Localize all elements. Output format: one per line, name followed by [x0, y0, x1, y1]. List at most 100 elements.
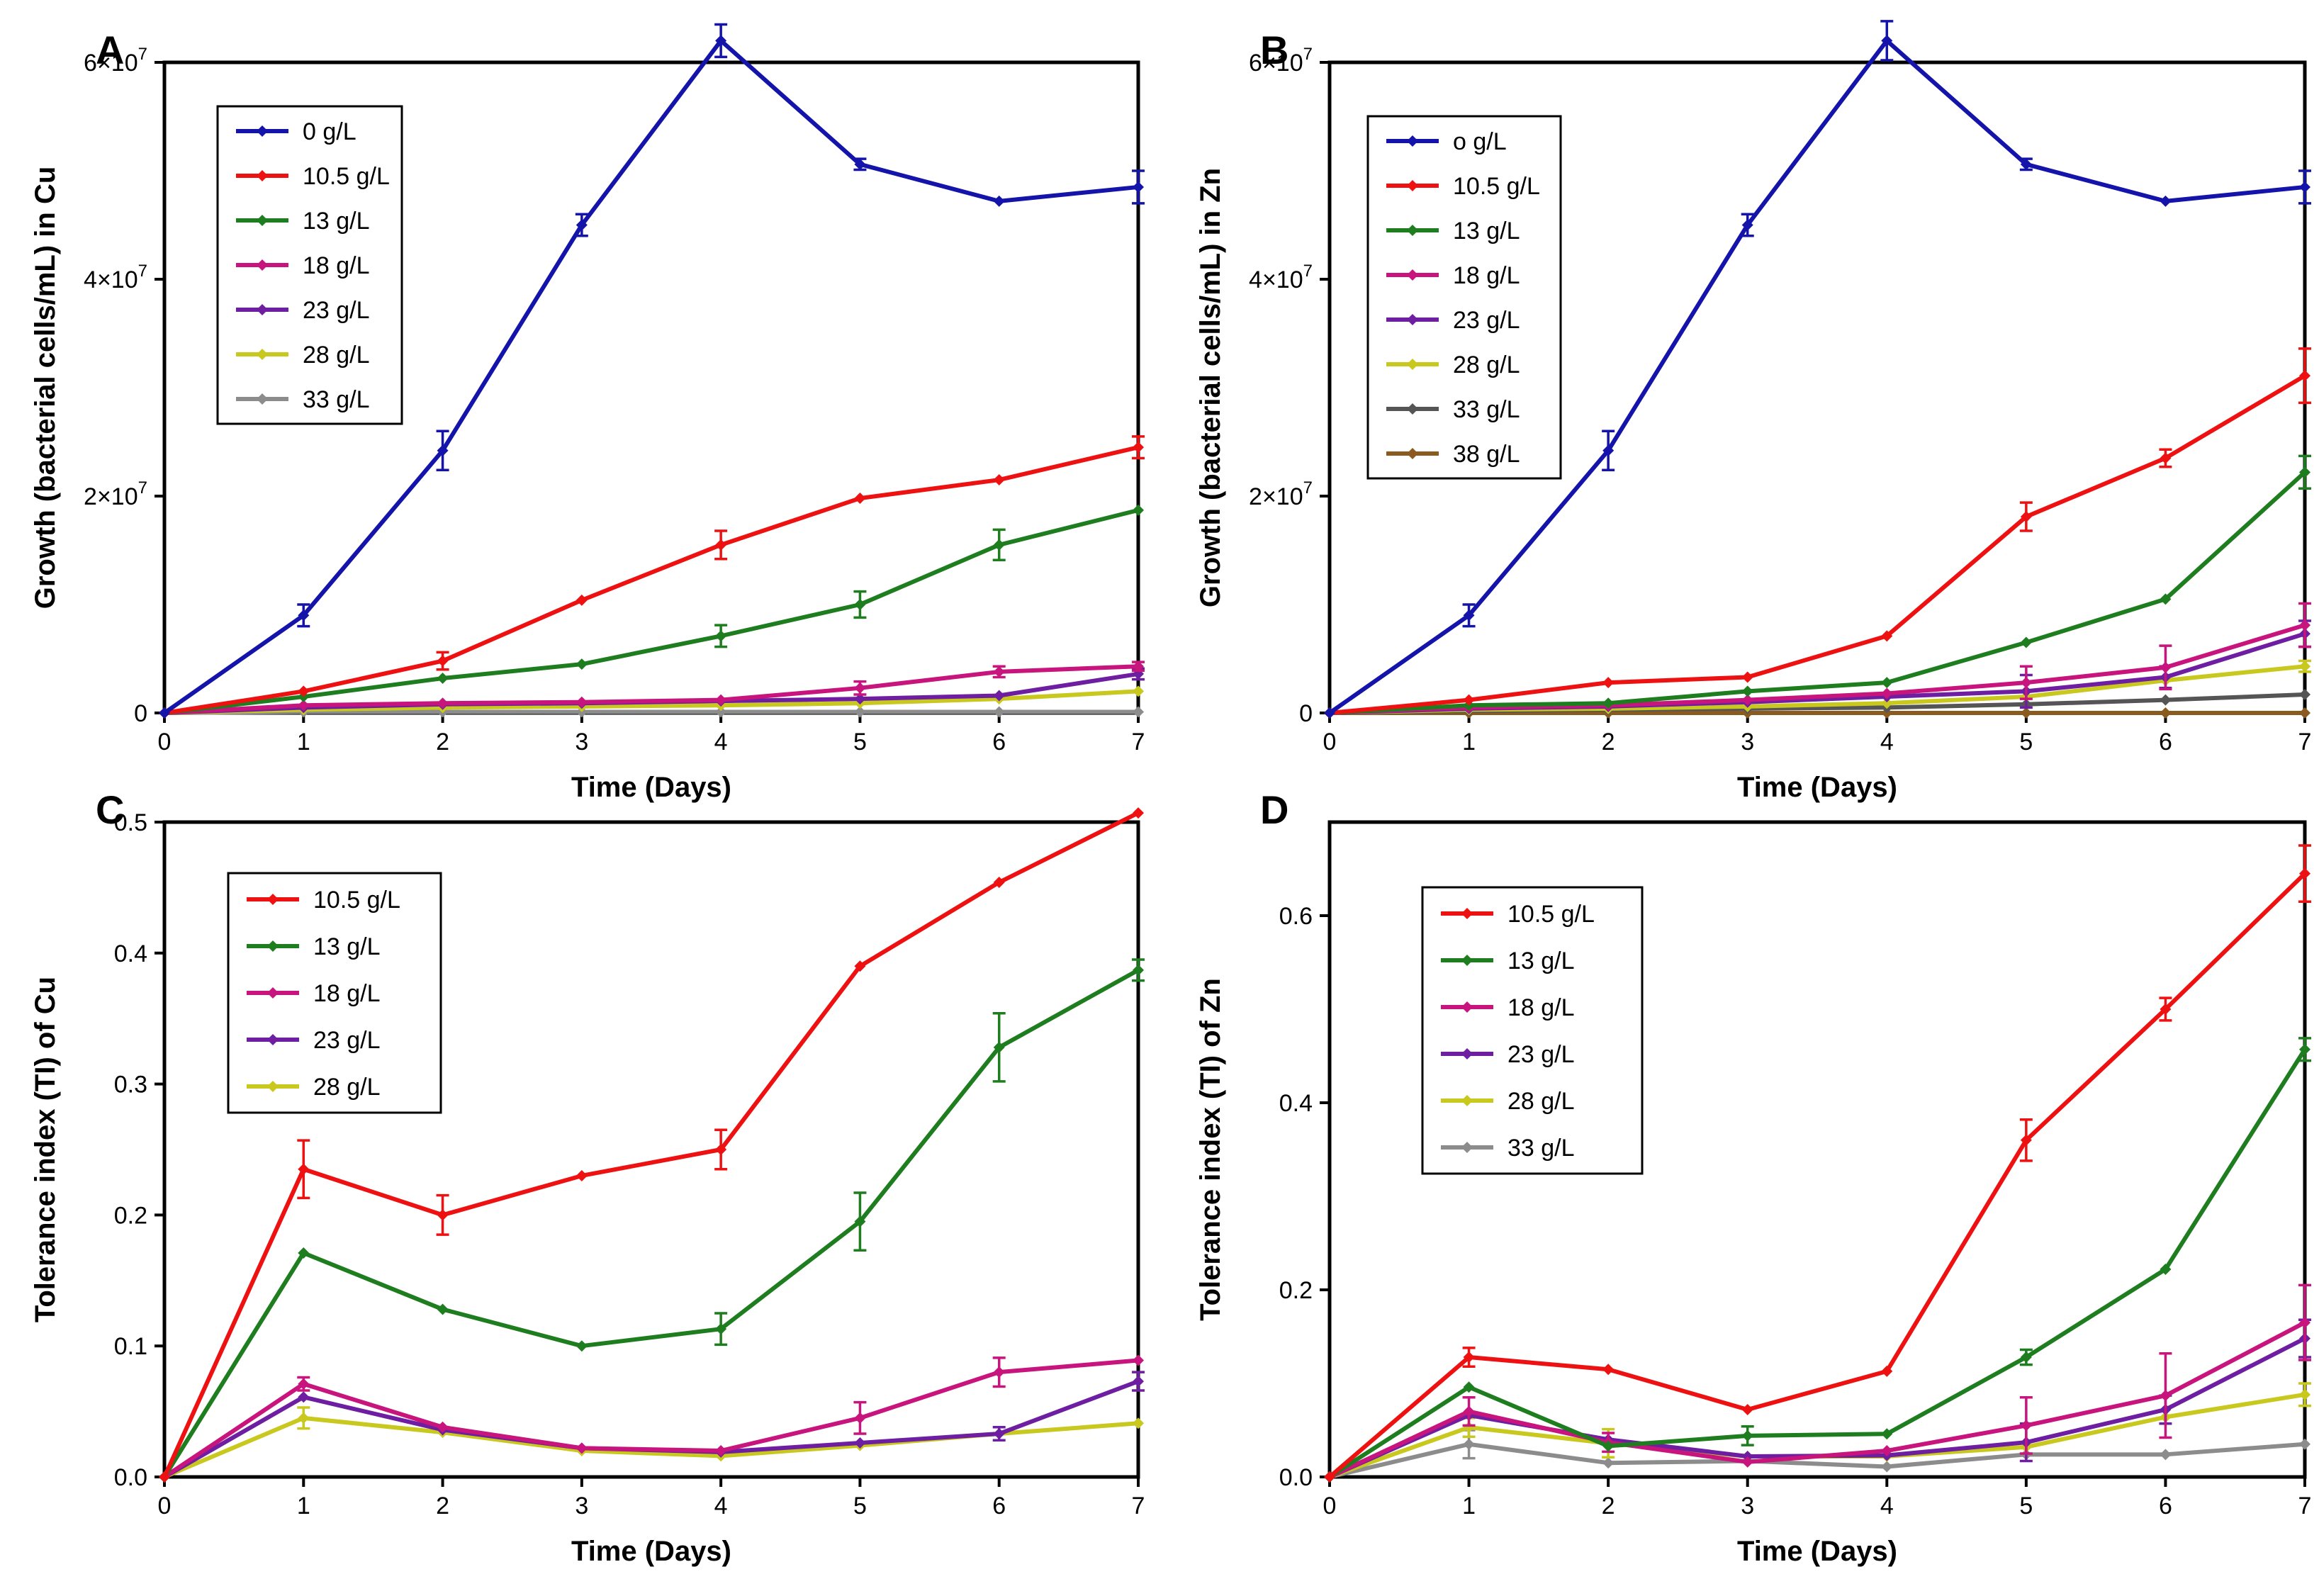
y-axis-title: Growth (bacterial cells/mL) in Cu	[30, 167, 61, 609]
y-tick-base: 0.6	[1279, 903, 1313, 930]
x-tick-label: 1	[297, 1493, 310, 1519]
data-point	[2299, 707, 2310, 719]
data-point	[2020, 511, 2032, 523]
y-tick-base: 0.4	[1279, 1090, 1313, 1117]
legend-label: 38 g/L	[1453, 441, 1520, 468]
data-point	[993, 690, 1005, 702]
plot-frame	[1327, 820, 2307, 1479]
series-line	[164, 445, 1139, 715]
y-tick-base: 0.5	[114, 809, 147, 836]
y-tick-exponent: 7	[138, 478, 147, 498]
data-point	[1741, 685, 1753, 697]
data-point	[575, 1340, 588, 1352]
legend-item: 28 g/L	[1441, 1088, 1575, 1115]
data-point	[993, 195, 1005, 207]
data-point	[2299, 661, 2310, 673]
y-tick-label: 0.6	[1279, 903, 1313, 930]
series-line	[1328, 1048, 2307, 1479]
data-point	[437, 1303, 449, 1315]
y-tick-base: 0	[134, 700, 147, 727]
legend-label: 10.5 g/L	[303, 163, 390, 190]
legend-label: 28 g/L	[313, 1074, 381, 1101]
series-line	[1328, 38, 2306, 715]
y-tick-label: 0.5	[114, 809, 147, 836]
data-point	[575, 696, 588, 708]
data-point	[1463, 1381, 1475, 1393]
data-point	[437, 673, 449, 685]
data-point	[1133, 1417, 1144, 1429]
series-0	[1324, 20, 2311, 719]
legend-marker	[267, 894, 279, 905]
data-point	[2160, 661, 2172, 673]
legend: 0 g/L 10.5 g/L 13 g/L 18 g/L 23 g/L 28 g/L 33 …	[216, 105, 403, 425]
data-point	[993, 665, 1005, 678]
legend-marker	[1407, 359, 1418, 370]
x-tick-label: 6	[2159, 729, 2172, 755]
y-tick-base: 4×10	[1249, 266, 1303, 293]
series-line	[1328, 872, 2307, 1479]
y-tick-label: 4×107	[1249, 262, 1313, 293]
y-tick-label: 0.2	[1279, 1277, 1313, 1304]
data-point	[2020, 1351, 2032, 1364]
data-point	[1133, 964, 1144, 976]
y-tick-base: 6×10	[84, 50, 138, 77]
y-tick-base: 0	[1299, 700, 1313, 727]
legend-label: 0 g/L	[303, 118, 356, 145]
x-tick-label: 0	[158, 1493, 172, 1519]
panel-letter: D	[1260, 787, 1288, 832]
data-point	[2160, 694, 2172, 706]
data-point	[993, 539, 1005, 551]
legend-marker	[1461, 1001, 1473, 1013]
legend-item: 33 g/L	[236, 386, 370, 413]
legend-label: 28 g/L	[303, 342, 370, 369]
series-line	[1329, 1442, 2306, 1479]
data-point	[854, 1412, 866, 1424]
legend-label: o g/L	[1453, 128, 1507, 155]
series-0	[1324, 844, 2311, 1483]
data-point	[575, 219, 588, 231]
legend-item: 28 g/L	[247, 1074, 381, 1101]
data-point	[1881, 1445, 1893, 1457]
legend-marker	[257, 349, 268, 360]
data-point	[2160, 1004, 2172, 1015]
x-tick-label: 4	[714, 1493, 728, 1519]
y-tick-label: 0.0	[114, 1464, 147, 1491]
legend-item: 0 g/L	[236, 118, 356, 145]
legend-marker	[257, 393, 268, 405]
data-point	[437, 697, 449, 709]
legend-label: 18 g/L	[1453, 262, 1520, 289]
legend: 10.5 g/L 13 g/L 18 g/L 23 g/L 28 g/L 33 g/L	[1421, 886, 1644, 1175]
data-point	[854, 706, 866, 718]
data-point	[1881, 1365, 1893, 1377]
y-tick-label: 0	[134, 700, 147, 727]
data-point	[575, 594, 588, 606]
data-point	[715, 35, 727, 47]
legend-marker	[1407, 135, 1418, 147]
legend-marker	[267, 987, 279, 999]
data-point	[715, 1445, 727, 1457]
data-point	[715, 1323, 727, 1335]
legend-label: 10.5 g/L	[1453, 173, 1540, 200]
data-point	[854, 1215, 866, 1227]
data-point	[2020, 1134, 2032, 1146]
data-point	[2299, 688, 2310, 700]
data-point	[1881, 1428, 1893, 1440]
legend-marker	[1461, 1095, 1473, 1106]
y-tick-label: 6×107	[1249, 45, 1313, 77]
data-point	[159, 1471, 170, 1483]
data-point	[437, 1421, 449, 1433]
data-point	[993, 1428, 1005, 1440]
x-tick-label: 0	[1323, 729, 1337, 755]
legend-marker	[1407, 403, 1418, 415]
x-axis-title: Time (Days)	[571, 772, 731, 803]
data-point	[298, 1378, 310, 1390]
data-point	[1324, 707, 1335, 719]
panel-letter: C	[96, 787, 124, 832]
series-0	[159, 807, 1144, 1483]
legend-item: 18 g/L	[1441, 994, 1575, 1021]
y-axis-title: Growth (bacterial cells/mL) in Zn	[1195, 168, 1226, 607]
legend-item: 10.5 g/L	[1441, 901, 1595, 928]
data-point	[854, 960, 866, 972]
